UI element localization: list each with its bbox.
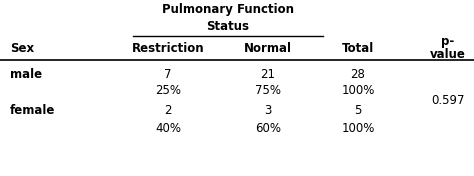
Text: 60%: 60% (255, 121, 281, 134)
Text: value: value (430, 49, 466, 61)
Text: Sex: Sex (10, 42, 34, 55)
Text: 40%: 40% (155, 121, 181, 134)
Text: 5: 5 (354, 103, 362, 117)
Text: female: female (10, 103, 55, 117)
Text: 25%: 25% (155, 84, 181, 98)
Text: male: male (10, 68, 42, 80)
Text: p-: p- (441, 34, 455, 48)
Text: 7: 7 (164, 68, 172, 80)
Text: 0.597: 0.597 (431, 93, 465, 106)
Text: 28: 28 (351, 68, 365, 80)
Text: Restriction: Restriction (132, 42, 204, 55)
Text: Status: Status (207, 20, 249, 33)
Text: 100%: 100% (341, 121, 374, 134)
Text: Pulmonary Function: Pulmonary Function (162, 4, 294, 17)
Text: 3: 3 (264, 103, 272, 117)
Text: 21: 21 (261, 68, 275, 80)
Text: Total: Total (342, 42, 374, 55)
Text: 2: 2 (164, 103, 172, 117)
Text: Normal: Normal (244, 42, 292, 55)
Text: 75%: 75% (255, 84, 281, 98)
Text: 100%: 100% (341, 84, 374, 98)
